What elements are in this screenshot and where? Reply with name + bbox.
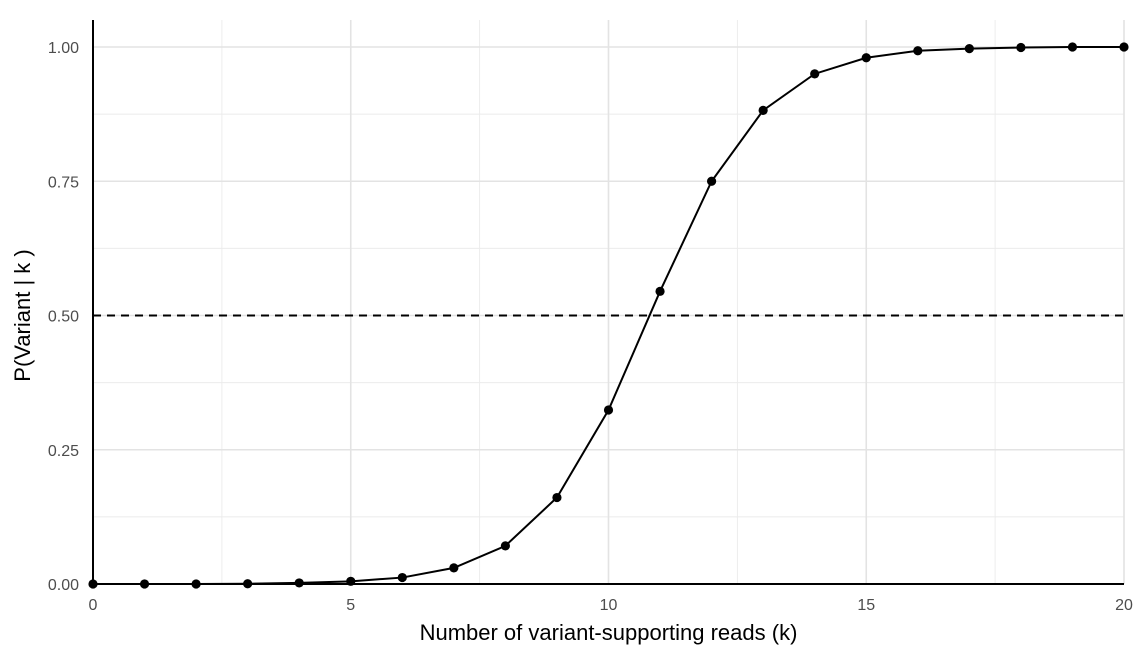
data-point [294, 578, 304, 588]
data-point [758, 105, 768, 115]
x-tick-label: 10 [600, 597, 618, 614]
data-point [913, 46, 923, 56]
data-point [346, 576, 356, 586]
data-point [500, 541, 510, 551]
x-tick-label: 20 [1115, 597, 1133, 614]
data-point [397, 572, 407, 583]
x-axis-title: Number of variant-supporting reads (k) [420, 620, 798, 645]
y-tick-labels: 0.00 0.25 0.50 0.75 1.00 [48, 40, 79, 594]
data-point [964, 44, 974, 54]
data-point [139, 579, 150, 589]
y-tick-label: 0.50 [48, 309, 79, 326]
data-point [243, 579, 253, 589]
data-point [449, 563, 459, 573]
data-point [707, 176, 717, 186]
data-point [603, 405, 614, 415]
y-tick-label: 0.00 [48, 577, 79, 594]
y-tick-label: 0.25 [48, 443, 79, 460]
data-point [1067, 42, 1078, 52]
x-tick-label: 5 [346, 597, 355, 614]
data-point [655, 286, 665, 296]
x-tick-label: 0 [89, 597, 98, 614]
data-point [810, 69, 820, 79]
y-tick-label: 0.75 [48, 174, 79, 191]
data-point [191, 579, 201, 589]
data-point [552, 492, 562, 503]
data-point [861, 53, 871, 63]
major-gridlines [92, 20, 1125, 585]
y-axis-title: P(Variant | k ) [10, 249, 35, 381]
x-tick-label: 15 [857, 597, 875, 614]
data-point [88, 579, 98, 589]
x-tick-labels: 0 5 10 15 20 [89, 597, 1133, 614]
y-tick-label: 1.00 [48, 40, 79, 57]
series-points [88, 42, 1129, 589]
data-point [1016, 42, 1026, 53]
data-point [1119, 42, 1129, 52]
